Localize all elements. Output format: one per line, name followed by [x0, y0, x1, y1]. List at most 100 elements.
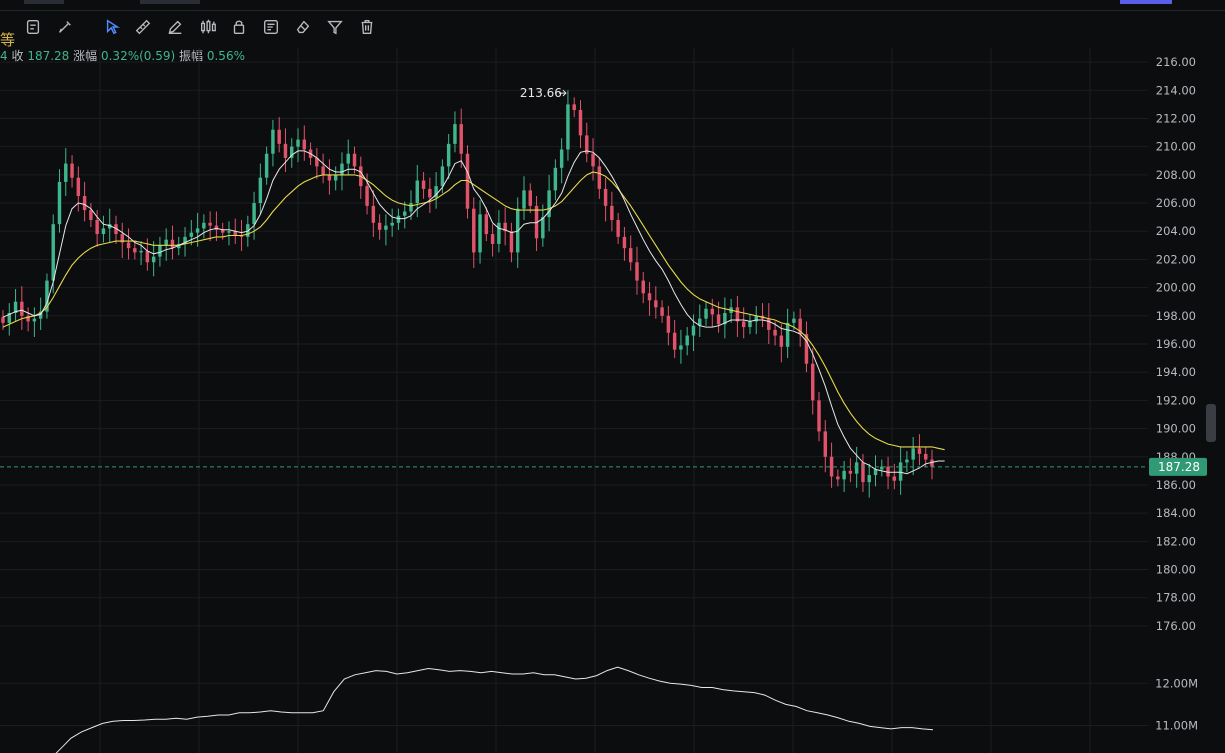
candle-body — [472, 208, 476, 253]
candle-body — [415, 180, 420, 204]
lock-icon[interactable] — [229, 17, 249, 37]
change-value: 0.32%(0.59) — [100, 49, 176, 63]
candle-body — [315, 157, 319, 167]
y-tick-label: 184.00 — [1156, 506, 1196, 520]
y-tick-label: 186.00 — [1156, 478, 1196, 492]
last-price-text: 187.28 — [1158, 460, 1200, 474]
volume-line — [55, 666, 934, 753]
candle-body — [704, 308, 708, 319]
candles-icon[interactable] — [198, 17, 218, 37]
candle-body — [917, 448, 922, 454]
candle-body — [478, 214, 482, 253]
candle-body — [384, 225, 388, 230]
candle-body — [164, 239, 168, 246]
candles — [1, 90, 934, 498]
candle-body — [51, 224, 55, 281]
candle-body — [710, 308, 715, 315]
candle-body — [346, 153, 350, 164]
candle-body — [923, 453, 928, 460]
y-tick-label: 204.00 — [1156, 224, 1196, 238]
candle-body — [867, 475, 871, 483]
y-tick-label: 178.00 — [1156, 591, 1196, 605]
candle-body — [26, 315, 30, 322]
candle-body — [214, 225, 219, 230]
candle-body — [403, 211, 407, 216]
y-tick-label: 192.00 — [1156, 393, 1196, 407]
candle-body — [666, 315, 671, 333]
candle-body — [296, 139, 300, 147]
candle-body — [685, 335, 689, 346]
candle-body — [183, 236, 187, 244]
candle-body — [754, 315, 758, 322]
trash-icon[interactable] — [357, 17, 377, 37]
candle-body — [64, 163, 68, 182]
candle-body — [622, 236, 627, 249]
note-icon[interactable] — [261, 17, 281, 37]
candle-body — [817, 400, 821, 432]
drawing-toolbar: 等 — [0, 10, 1225, 49]
candle-body — [126, 242, 131, 249]
cursor-icon[interactable] — [103, 17, 123, 37]
candle-body — [635, 262, 639, 281]
eraser-icon[interactable] — [293, 17, 313, 37]
candle-body — [886, 466, 890, 477]
candle-body — [220, 229, 225, 233]
candle-body — [854, 462, 859, 474]
amplitude-label: 振幅 — [179, 49, 204, 63]
y-tick-label: 190.00 — [1156, 422, 1196, 436]
candle-body — [89, 210, 93, 220]
candle-body — [484, 214, 489, 235]
candle-body — [522, 190, 526, 209]
y-tick-label: 180.00 — [1156, 563, 1196, 577]
close-value: 187.28 — [27, 49, 70, 63]
candle-body — [352, 153, 357, 167]
candle-body — [95, 219, 99, 235]
chart-scroll-handle[interactable] — [1206, 404, 1216, 442]
candle-body — [848, 470, 853, 474]
candle-body — [842, 470, 846, 480]
candle-body — [861, 462, 865, 483]
candle-body — [321, 166, 325, 175]
candle-body — [453, 124, 457, 144]
candle-body — [698, 318, 702, 326]
candle-body — [101, 228, 106, 235]
pen-icon[interactable] — [165, 17, 185, 37]
candle-body — [333, 174, 338, 181]
candle-body — [57, 181, 62, 225]
candle-body — [779, 335, 784, 347]
candle-body — [264, 153, 269, 178]
candle-body — [446, 143, 451, 167]
y-tick-label: 194.00 — [1156, 365, 1196, 379]
candle-body — [547, 190, 551, 218]
price-axis: 216.00 214.00 212.00 210.00 208.00 206.00 204.… — [1156, 55, 1196, 633]
candle-body — [873, 469, 878, 476]
candle-body — [716, 314, 721, 325]
candle-body — [107, 224, 112, 229]
candle-body — [45, 280, 49, 312]
candle-body — [497, 222, 501, 244]
candle-body — [660, 307, 664, 316]
candle-body — [202, 222, 206, 229]
candle-body — [572, 104, 576, 111]
candle-body — [930, 459, 934, 467]
candle-body — [390, 222, 394, 226]
brush-icon[interactable] — [55, 17, 75, 37]
candle-body — [798, 318, 802, 335]
candle-body — [465, 153, 470, 209]
candle-body — [610, 205, 614, 220]
candle-body — [283, 143, 288, 158]
filter-icon[interactable] — [325, 17, 345, 37]
candle-body — [905, 459, 909, 463]
candle-body — [578, 110, 583, 136]
ruler-icon[interactable] — [133, 17, 153, 37]
candle-body — [616, 219, 620, 237]
candle-body — [829, 456, 834, 477]
candle-body — [553, 167, 558, 191]
candle-body — [340, 163, 344, 175]
candle-body — [120, 234, 124, 243]
magnet-icon[interactable] — [23, 17, 43, 37]
y-tick-label: 210.00 — [1156, 140, 1196, 154]
candle-body — [396, 215, 401, 223]
candle-body — [20, 301, 24, 316]
